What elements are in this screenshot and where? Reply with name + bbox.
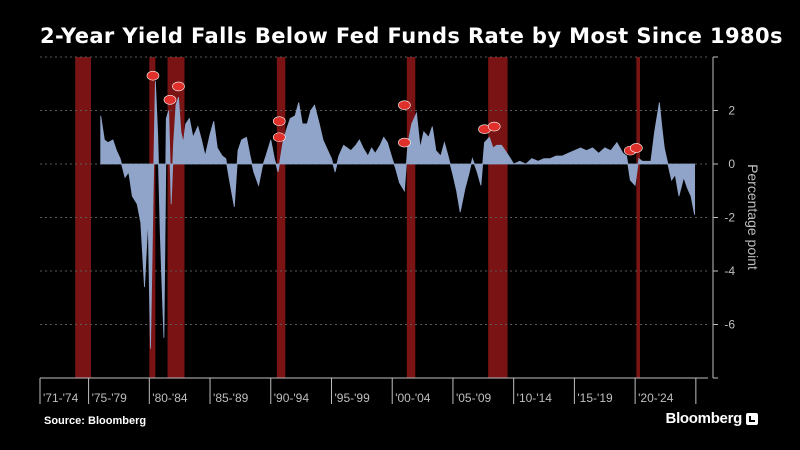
rate-cut-marker bbox=[487, 121, 501, 132]
rate-cut-markers bbox=[146, 70, 643, 156]
rate-cut-marker bbox=[163, 95, 177, 105]
x-tick-label: '90-'94 bbox=[274, 391, 310, 405]
recession-band bbox=[636, 57, 640, 378]
x-axis: '71-'74 '75-'79 '80-'84 '85-'89 '90-'94 '95-'… bbox=[39, 377, 708, 405]
brand-logo: Bloomberg bbox=[666, 410, 758, 427]
x-tick-label: '71-'74 bbox=[43, 391, 79, 405]
y-axis-title: Percentage point bbox=[745, 164, 761, 270]
x-tick-label: '20-'24 bbox=[638, 391, 674, 405]
chart-title: 2-Year Yield Falls Below Fed Funds Rate … bbox=[40, 24, 783, 48]
recession-band bbox=[488, 57, 508, 378]
brand-icon bbox=[746, 412, 758, 425]
brand-name: Bloomberg bbox=[665, 410, 743, 427]
x-tick-label: '15-'19 bbox=[577, 391, 613, 405]
rate-cut-marker bbox=[172, 81, 185, 92]
rate-cut-marker bbox=[398, 100, 411, 110]
series-area-path bbox=[100, 81, 696, 349]
x-tick-label: '05-'09 bbox=[456, 391, 492, 405]
recession-band bbox=[75, 57, 92, 378]
x-tick-label: '75-'79 bbox=[92, 391, 128, 405]
y-tick-label: 0 bbox=[728, 157, 735, 171]
rate-cut-marker bbox=[398, 137, 411, 148]
x-tick-label: '10-'14 bbox=[517, 391, 553, 405]
x-tick-label: '95-'99 bbox=[334, 391, 370, 405]
y-tick-label: -6 bbox=[724, 318, 735, 332]
y-tick-label: -2 bbox=[724, 211, 735, 225]
rate-cut-marker bbox=[146, 70, 160, 81]
x-tick-label: '80-'84 bbox=[152, 391, 188, 405]
rate-cut-marker bbox=[272, 116, 286, 126]
y-axis: 2 0 -2 -4 -6 Percentage point bbox=[712, 56, 761, 379]
rate-cut-marker bbox=[630, 143, 643, 153]
series-area bbox=[100, 81, 696, 349]
source-note: Source: Bloomberg bbox=[44, 415, 147, 427]
x-tick-label: '00-'04 bbox=[395, 391, 431, 405]
y-tick-label: -4 bbox=[724, 264, 735, 278]
y-tick-label: 2 bbox=[728, 104, 735, 118]
rate-cut-marker bbox=[272, 132, 286, 143]
x-tick-label: '85-'89 bbox=[213, 391, 249, 405]
